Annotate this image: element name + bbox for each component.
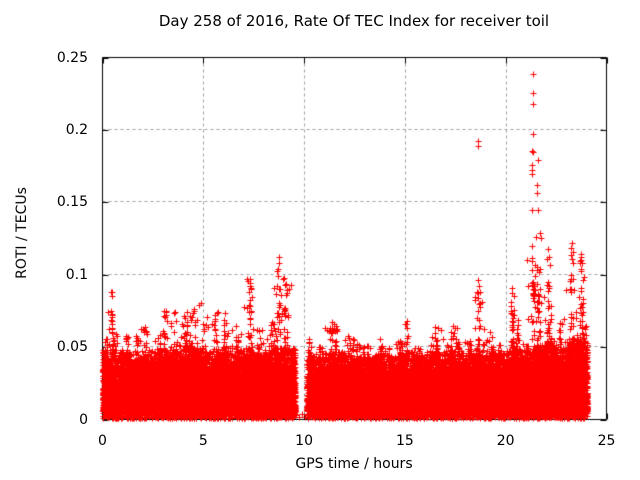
- y-tick-label: 0.25: [56, 49, 88, 66]
- y-tick-label: 0: [79, 411, 88, 428]
- chart-title: Day 258 of 2016, Rate Of TEC Index for r…: [158, 12, 550, 30]
- y-tick-label: 0.1: [65, 266, 88, 283]
- x-tick-label: 10: [295, 433, 313, 449]
- y-tick-label: 0.05: [56, 339, 88, 356]
- x-tick-label: 15: [395, 433, 414, 449]
- y-tick-label: 0.2: [65, 121, 88, 138]
- y-tick-label: 0.15: [56, 194, 88, 211]
- x-tick-label: 25: [597, 433, 616, 449]
- x-axis-label: GPS time / hours: [295, 456, 413, 472]
- x-tick-label: 20: [496, 433, 515, 449]
- x-tick-label: 0: [98, 433, 107, 449]
- x-tick-label: 5: [198, 433, 208, 449]
